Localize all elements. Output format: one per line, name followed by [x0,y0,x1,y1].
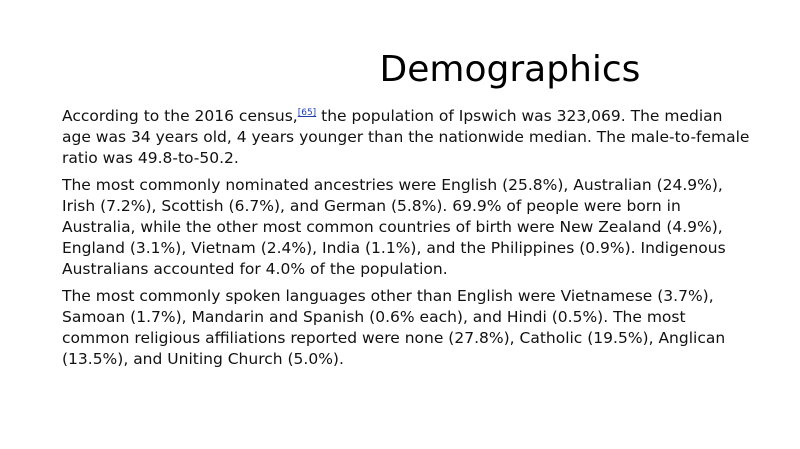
paragraph-population: According to the 2016 census,[65] the po… [62,106,752,169]
paragraph-ancestry: The most commonly nominated ancestries w… [62,176,726,278]
paragraph-population-text-end: the population of Ipswich was 323,069. T… [62,107,750,167]
citation-link[interactable]: [65] [297,108,317,118]
slide-title: Demographics [379,49,641,90]
paragraph-population-text-start: According to the 2016 census, [62,107,298,125]
slide-body: According to the 2016 census,[65] the po… [62,106,752,376]
paragraph-languages-religion: The most commonly spoken languages other… [62,287,726,368]
